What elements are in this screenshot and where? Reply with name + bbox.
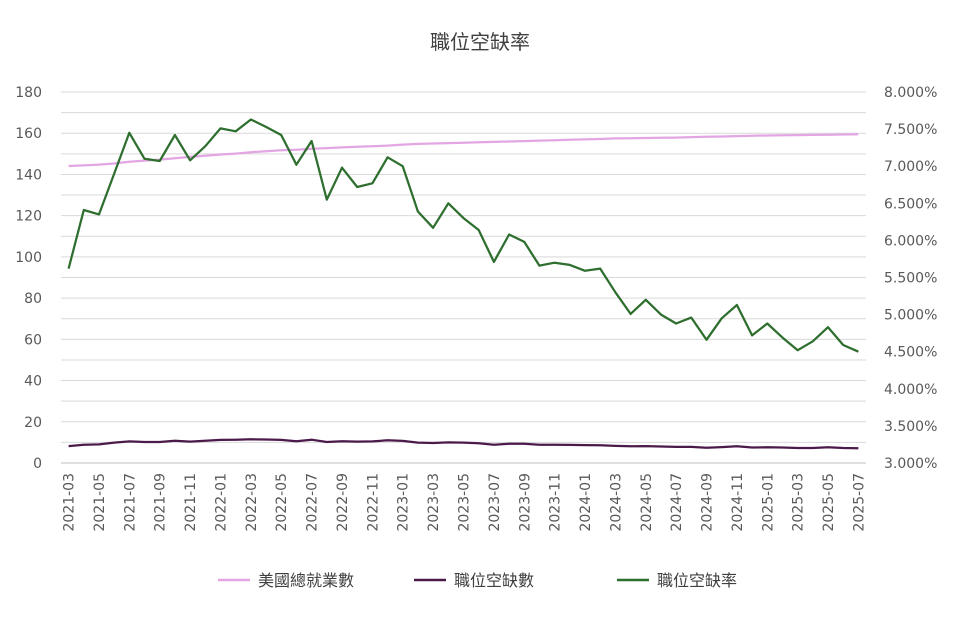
y-right-tick-label: 5.000% [884, 308, 937, 324]
series-line-1 [68, 133, 859, 168]
x-tick-label: 2022-11 [365, 473, 381, 532]
y-axis-left: 0 20 40 60 80 100 120 140 160 180 [15, 85, 42, 472]
series-line-3 [67, 118, 859, 353]
x-tick-label: 2022-07 [305, 473, 321, 532]
y-left-tick-label: 20 [24, 415, 42, 431]
x-tick-label: 2023-05 [457, 473, 473, 532]
x-tick-label: 2025-07 [851, 473, 867, 532]
y-axis-right: 3.000% 3.500% 4.000% 4.500% 5.000% 5.500% 6.00… [884, 85, 937, 472]
series-lines [67, 118, 859, 450]
gridlines [61, 91, 866, 443]
y-right-tick-label: 7.000% [884, 159, 937, 175]
legend: 美國總就業數 職位空缺數 職位空缺率 [218, 571, 737, 590]
y-right-tick-label: 6.000% [884, 233, 937, 249]
series-line-2 [68, 438, 859, 450]
x-tick-label: 2023-03 [426, 473, 442, 532]
x-tick-label: 2021-07 [122, 473, 138, 532]
legend-label: 職位空缺數 [454, 571, 534, 590]
y-left-tick-label: 80 [24, 291, 42, 307]
legend-label: 職位空缺率 [657, 571, 737, 590]
x-tick-label: 2023-11 [548, 473, 564, 532]
x-tick-label: 2022-05 [274, 473, 290, 532]
x-tick-label: 2024-09 [700, 473, 716, 532]
x-tick-label: 2025-01 [760, 473, 776, 532]
x-tick-label: 2023-07 [487, 473, 503, 532]
x-tick-label: 2023-09 [517, 473, 533, 532]
x-tick-label: 2024-11 [730, 473, 746, 532]
x-tick-label: 2022-01 [213, 473, 229, 532]
y-left-tick-label: 100 [15, 250, 42, 266]
y-left-tick-label: 40 [24, 374, 42, 390]
x-tick-label: 2024-03 [608, 473, 624, 532]
y-right-tick-label: 5.500% [884, 271, 937, 287]
x-tick-label: 2024-01 [578, 473, 594, 532]
x-tick-label: 2021-03 [62, 473, 78, 532]
y-right-tick-label: 4.500% [884, 345, 937, 361]
y-left-tick-label: 0 [33, 456, 42, 472]
chart-title: 職位空缺率 [430, 30, 530, 54]
x-tick-label: 2022-03 [244, 473, 260, 532]
x-tick-label: 2021-05 [92, 473, 108, 532]
x-tick-label: 2024-05 [639, 473, 655, 532]
y-left-tick-label: 180 [15, 85, 42, 101]
y-right-tick-label: 7.500% [884, 122, 937, 138]
x-axis: 2021-03 2021-05 2021-07 2021-09 2021-11 2022-… [61, 462, 867, 532]
x-tick-label: 2023-01 [396, 473, 412, 532]
x-tick-label: 2021-11 [183, 473, 199, 532]
y-right-tick-label: 6.500% [884, 196, 937, 212]
x-tick-label: 2024-07 [669, 473, 685, 532]
y-right-tick-label: 3.000% [884, 456, 937, 472]
y-left-tick-label: 60 [24, 332, 42, 348]
y-right-tick-label: 8.000% [884, 85, 937, 101]
y-right-tick-label: 3.500% [884, 419, 937, 435]
y-left-tick-label: 140 [15, 167, 42, 183]
y-left-tick-label: 120 [15, 209, 42, 225]
legend-label: 美國總就業數 [258, 571, 354, 590]
x-tick-label: 2025-03 [791, 473, 807, 532]
x-tick-label: 2025-05 [821, 473, 837, 532]
y-left-tick-label: 160 [15, 126, 42, 142]
y-right-tick-label: 4.000% [884, 382, 937, 398]
x-tick-label: 2022-09 [335, 473, 351, 532]
x-tick-label: 2021-09 [153, 473, 169, 532]
